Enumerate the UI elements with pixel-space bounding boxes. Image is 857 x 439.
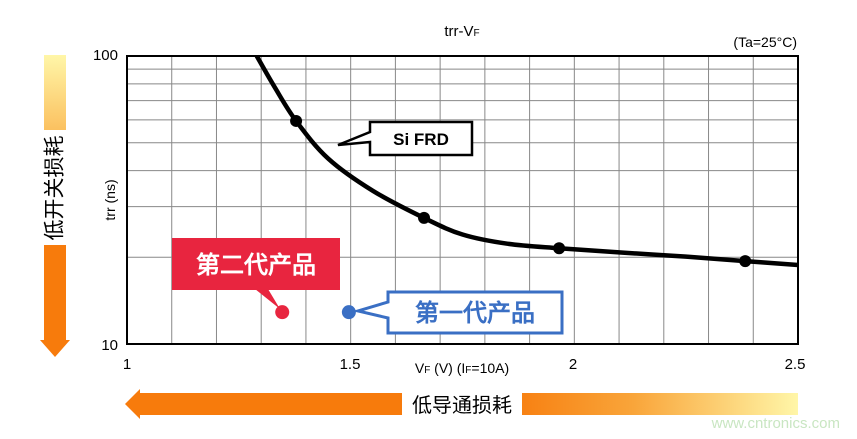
gen2-callout: 第二代产品 xyxy=(172,238,340,309)
chart-title: trr-VF xyxy=(444,23,479,40)
si-frd-curve xyxy=(254,54,799,268)
x-tick-label: 2.5 xyxy=(785,356,806,373)
data-point-marker xyxy=(553,242,566,255)
y-tick-label: 10 xyxy=(101,337,118,354)
condition-label: (Ta=25°C) xyxy=(733,34,797,50)
si-frd-callout: Si FRD xyxy=(337,120,474,157)
low-switching-loss-arrow: 低开关损耗 xyxy=(40,55,70,357)
x-tick-label: 1.5 xyxy=(340,356,361,373)
y-axis-label: trr (ns) xyxy=(102,179,118,220)
product-point xyxy=(341,305,356,320)
data-point-marker xyxy=(739,255,752,268)
x-tick-label: 2 xyxy=(569,356,577,373)
data-point-marker xyxy=(290,114,303,127)
low-conduction-loss-arrow: 低导通损耗 xyxy=(125,389,798,419)
y-tick-label: 100 xyxy=(93,47,118,64)
plot-frame xyxy=(126,55,799,345)
gen1-callout: 第一代产品 xyxy=(352,290,564,335)
series-label: Si FRD xyxy=(393,130,449,149)
data-point-marker xyxy=(418,211,431,224)
gen1-label: 第一代产品 xyxy=(415,299,535,327)
x-axis-label: VF (V) (IF=10A) xyxy=(415,360,509,376)
watermark: www.cntronics.com xyxy=(711,415,840,432)
product-point xyxy=(275,305,290,320)
x-arrow-label: 低导通损耗 xyxy=(412,394,512,417)
gen2-label: 第二代产品 xyxy=(196,251,316,279)
x-tick-label: 1 xyxy=(123,356,131,373)
y-arrow-label: 低开关损耗 xyxy=(44,136,67,241)
